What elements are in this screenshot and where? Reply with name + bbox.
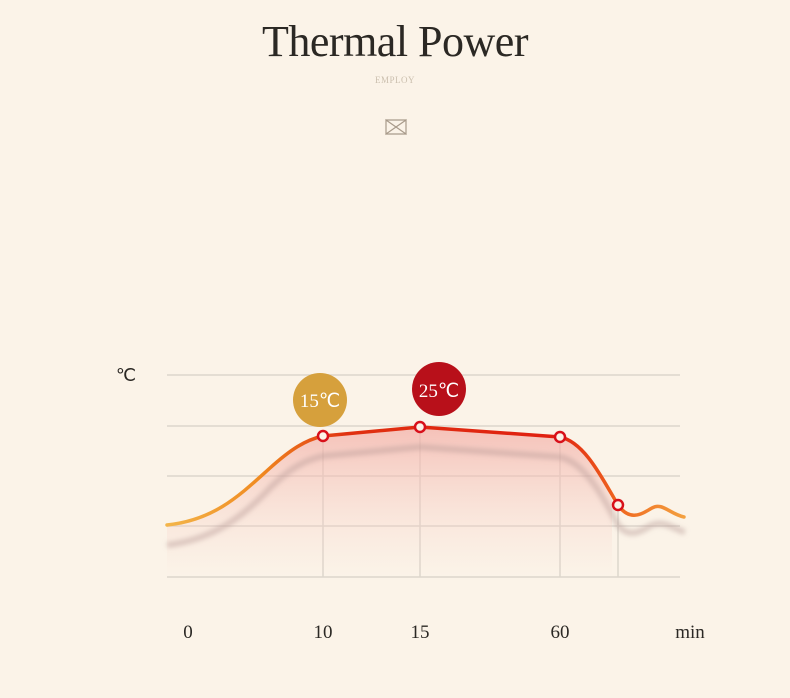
x-tick-label: 15 [411, 622, 430, 643]
data-point-marker [316, 429, 330, 443]
data-point-marker [611, 498, 625, 512]
data-point-marker [553, 430, 567, 444]
temperature-badge-25 [412, 362, 466, 416]
temperature-line [165, 425, 686, 527]
y-axis-unit-label: ℃ [116, 365, 136, 385]
temperature-badge-25-label: 25℃ [419, 381, 459, 402]
data-point-marker [413, 420, 427, 434]
bow-tie-icon [385, 118, 407, 136]
shadow-line [166, 443, 686, 548]
area-fill [167, 427, 612, 577]
x-tick-label: 10 [314, 622, 333, 643]
x-axis-unit-label: min [675, 622, 705, 643]
temperature-badge-15-label: 15℃ [300, 391, 340, 412]
x-tick-label: 60 [551, 622, 570, 643]
page-subtitle: EMPLOY [374, 75, 415, 85]
x-tick-label: 0 [183, 622, 193, 643]
page-title: Thermal Power [262, 17, 528, 66]
temperature-badge-15 [293, 373, 347, 427]
